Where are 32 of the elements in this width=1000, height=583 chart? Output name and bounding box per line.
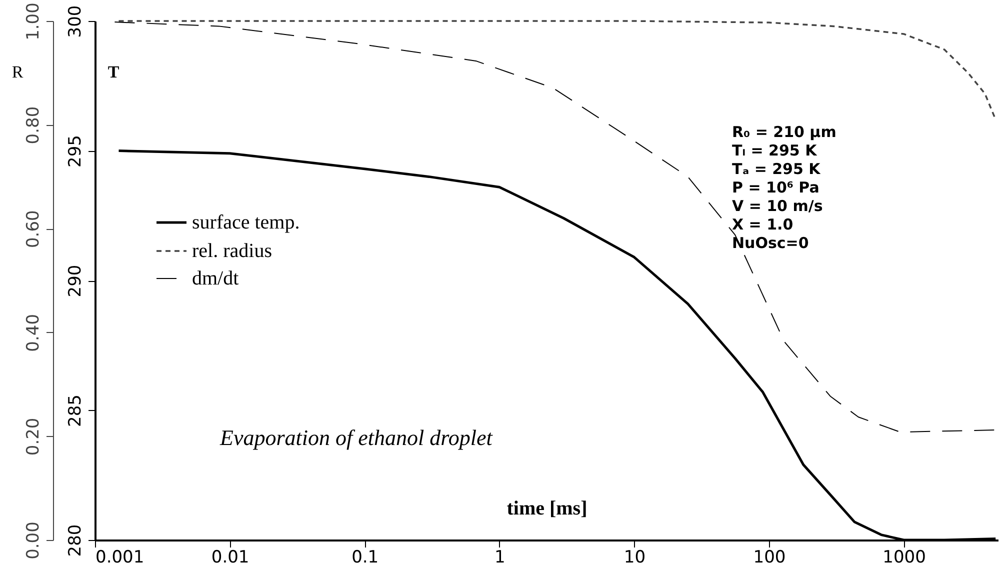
x-tick-label: 0.1	[352, 548, 379, 568]
annotation: Tₐ = 295 K	[732, 160, 822, 178]
annotation: P = 10⁶ Pa	[732, 178, 820, 196]
y2-tick-label: 280	[66, 524, 86, 557]
x-tick-label: 10	[624, 548, 646, 568]
y-tick-label: 0.00	[24, 522, 44, 560]
x-tick-label: 100	[753, 548, 786, 568]
y-tick-label: 1.00	[24, 2, 44, 40]
x-tick-label: 0.01	[211, 548, 250, 568]
x-tick-label: 1	[494, 548, 506, 568]
legend-label: surface temp.	[192, 212, 300, 234]
legend-label: dm/dt	[192, 268, 240, 290]
x-tick-label: 1000	[882, 548, 926, 568]
y-tick-label: 0.20	[24, 418, 44, 456]
annotation: R₀ = 210 μm	[732, 123, 836, 141]
y2-tick-label: 285	[66, 394, 86, 427]
y-tick-label: 0.80	[24, 106, 44, 144]
legend-label: rel. radius	[192, 240, 272, 262]
x-axis-title: time [ms]	[506, 498, 588, 520]
annotation: X = 1.0	[732, 216, 794, 234]
y2-tick-label: 300	[66, 5, 86, 38]
y-axis-title: R	[12, 62, 24, 82]
y2-axis-title: T	[108, 62, 120, 82]
annotation: Tₗ = 295 K	[732, 142, 818, 160]
x-tick-label: 0.001	[96, 548, 144, 568]
y-tick-label: 0.40	[24, 314, 44, 352]
annotation: Evaporation of ethanol droplet	[219, 425, 494, 450]
annotation: V = 10 m/s	[732, 197, 823, 215]
y-tick-label: 0.60	[24, 210, 44, 248]
y2-tick-label: 290	[66, 264, 86, 298]
annotation: NuOsc=0	[732, 234, 809, 252]
y2-tick-label: 295	[66, 135, 86, 168]
